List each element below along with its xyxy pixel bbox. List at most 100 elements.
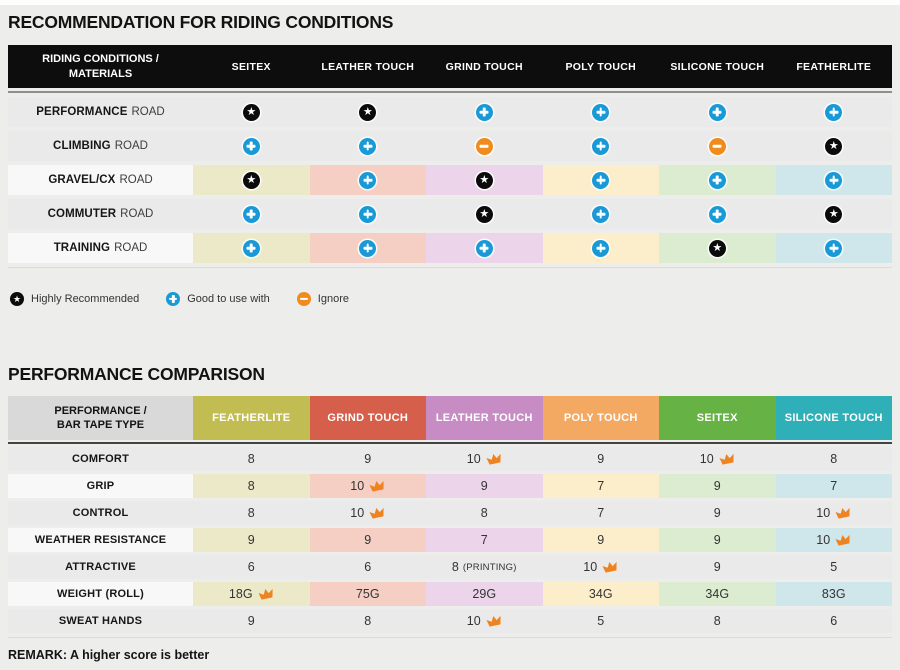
divider <box>8 267 892 268</box>
rating-cell <box>426 233 543 263</box>
score-cell: 7 <box>542 474 659 498</box>
plus-icon <box>242 239 260 257</box>
corner-header: PERFORMANCE / BAR TAPE TYPE <box>8 396 193 440</box>
riding-conditions-table-header: RIDING CONDITIONS / MATERIALS SEITEX LEAT… <box>8 45 892 88</box>
score-value: 6 <box>364 560 372 574</box>
score-cell: 10 <box>426 609 543 633</box>
legend-label: Ignore <box>317 293 349 305</box>
column-header-leather-touch: LEATHER TOUCH <box>426 396 543 440</box>
plus-icon <box>475 239 493 257</box>
score-value: 10 <box>466 614 481 628</box>
legend-item-highly-recommended: ★ Highly Recommended <box>10 292 139 306</box>
score-cell: 8 <box>775 447 892 471</box>
score-cell: 9 <box>659 501 776 525</box>
rating-cell <box>659 97 776 127</box>
score-cell: 5 <box>775 555 892 579</box>
score-cell: 8 <box>309 609 426 633</box>
row-label: PERFORMANCE ROAD <box>8 97 193 127</box>
score-cell: 7 <box>775 474 892 498</box>
rating-cell <box>193 131 310 161</box>
score-value: 8 <box>364 614 372 628</box>
score-cell: 8 <box>193 474 310 498</box>
rating-cell <box>542 131 659 161</box>
plus-icon <box>708 205 726 223</box>
score-value: 10 <box>466 452 481 466</box>
score-cell: 8 <box>193 447 310 471</box>
row-label-text: COMMUTER <box>47 208 117 220</box>
score-cell: 7 <box>426 528 543 552</box>
table-row: ATTRACTIVE 6 6 8 (PRINTING) 10 9 5 <box>8 555 892 579</box>
table-row: WEIGHT (ROLL) 18G 75G 29G 34G 34G 83G <box>8 582 892 606</box>
plus-icon <box>592 137 610 155</box>
divider <box>8 442 892 444</box>
legend-label: Highly Recommended <box>31 293 140 305</box>
plus-icon <box>592 171 610 189</box>
rating-cell <box>775 165 892 195</box>
rating-cell <box>309 199 426 229</box>
table-row: GRAVEL/CX ROAD ★ ★ <box>8 165 892 195</box>
score-value: 9 <box>480 479 488 493</box>
score-cell: 9 <box>426 474 543 498</box>
row-label: CLIMBING ROAD <box>8 131 193 161</box>
rating-cell <box>659 131 776 161</box>
corner-header-line1: RIDING CONDITIONS / <box>42 53 159 66</box>
minus-icon <box>296 292 311 306</box>
star-icon: ★ <box>708 239 726 257</box>
score-cell: 10 <box>659 447 776 471</box>
star-icon: ★ <box>475 205 493 223</box>
divider <box>8 91 892 93</box>
section2-title: PERFORMANCE COMPARISON <box>8 364 265 384</box>
row-label-text: ROAD <box>119 174 153 186</box>
column-header-grind-touch: GRIND TOUCH <box>445 60 523 73</box>
score-cell: 75G <box>309 582 426 606</box>
score-value: 9 <box>364 452 372 466</box>
score-cell: 6 <box>309 555 426 579</box>
score-cell: 9 <box>542 447 659 471</box>
section1-title: RECOMMENDATION FOR RIDING CONDITIONS <box>8 12 394 32</box>
rating-cell: ★ <box>426 199 543 229</box>
rating-cell <box>659 199 776 229</box>
score-value: 9 <box>713 560 721 574</box>
performance-comparison-table: PERFORMANCE / BAR TAPE TYPE FEATHERLITE G… <box>8 396 892 638</box>
infographic: RECOMMENDATION FOR RIDING CONDITIONS RID… <box>0 12 900 662</box>
corner-header-line1: PERFORMANCE / <box>54 404 147 417</box>
score-value: 7 <box>597 506 605 520</box>
legend: ★ Highly Recommended Good to use with Ignor… <box>10 292 892 306</box>
table-row: COMFORT 8 9 10 9 10 8 <box>8 447 892 471</box>
score-value: 9 <box>247 533 255 547</box>
table-row: CLIMBING ROAD ★ <box>8 131 892 161</box>
row-label-text: ROAD <box>114 140 148 152</box>
plus-icon <box>592 103 610 121</box>
score-value: 10 <box>816 506 831 520</box>
star-icon: ★ <box>242 171 260 189</box>
rating-cell <box>542 199 659 229</box>
star-icon: ★ <box>242 103 260 121</box>
row-label: SWEAT HANDS <box>8 609 193 633</box>
score-cell: 6 <box>193 555 310 579</box>
row-label: TRAINING ROAD <box>8 233 193 263</box>
score-value: 9 <box>713 479 721 493</box>
star-icon: ★ <box>825 137 843 155</box>
row-label: CONTROL <box>8 501 193 525</box>
rating-cell: ★ <box>309 97 426 127</box>
column-header-seitex: SEITEX <box>659 396 776 440</box>
score-value: 8 <box>713 614 721 628</box>
rating-cell: ★ <box>193 97 310 127</box>
score-cell: 18G <box>193 582 310 606</box>
row-label: WEATHER RESISTANCE <box>8 528 193 552</box>
crown-icon <box>719 453 734 465</box>
score-cell: 34G <box>542 582 659 606</box>
rating-cell <box>309 165 426 195</box>
score-value: 6 <box>247 560 255 574</box>
table-row: GRIP 8 10 9 7 9 7 <box>8 474 892 498</box>
score-value: 8 <box>451 560 459 574</box>
score-cell: 9 <box>193 609 310 633</box>
score-cell: 9 <box>309 447 426 471</box>
plus-icon <box>592 205 610 223</box>
score-value: 7 <box>597 479 605 493</box>
score-value: 10 <box>350 506 365 520</box>
crown-icon <box>835 534 850 546</box>
row-label-text: PERFORMANCE <box>36 106 128 118</box>
plus-icon <box>359 239 377 257</box>
rating-cell <box>426 97 543 127</box>
